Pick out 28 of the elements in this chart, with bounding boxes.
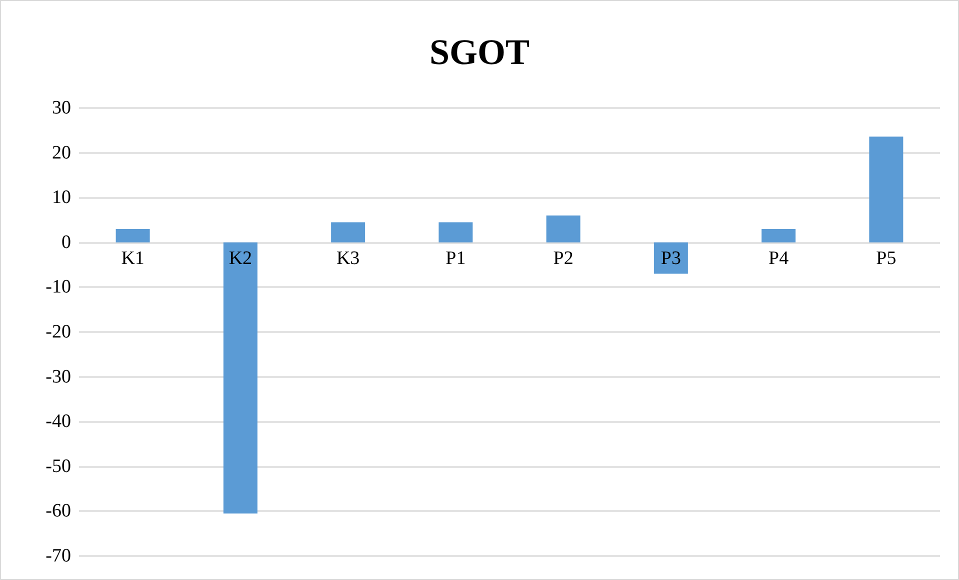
x-tick-label: P2 — [553, 248, 574, 269]
x-tick-label: P3 — [660, 248, 681, 269]
y-tick-label: -30 — [46, 366, 71, 388]
x-tick-label: P4 — [768, 248, 790, 269]
y-tick-label: -10 — [46, 276, 71, 298]
x-tick-label: K3 — [336, 248, 360, 269]
bar — [546, 216, 580, 242]
y-tick-label: 10 — [52, 187, 71, 208]
chart-title: SGOT — [429, 32, 530, 72]
bar — [654, 242, 688, 274]
y-tick-label: 0 — [62, 232, 71, 253]
y-tick-label: -60 — [46, 500, 71, 522]
bar — [331, 222, 366, 242]
x-tick-label: P5 — [876, 248, 896, 269]
x-tick-label: P1 — [446, 248, 466, 269]
x-tick-label: K2 — [228, 248, 252, 269]
y-tick-label: -20 — [46, 322, 71, 342]
bar — [223, 242, 258, 514]
y-tick-label: -70 — [46, 546, 71, 566]
y-tick-label: 30 — [52, 98, 71, 118]
bar — [869, 136, 904, 242]
y-tick-label: -40 — [46, 411, 71, 432]
y-tick-label: -50 — [46, 456, 71, 477]
bar — [762, 228, 796, 242]
y-tick-label: 20 — [52, 142, 71, 164]
bar — [116, 228, 150, 242]
bar — [438, 222, 473, 242]
x-tick-label: K1 — [121, 248, 144, 269]
